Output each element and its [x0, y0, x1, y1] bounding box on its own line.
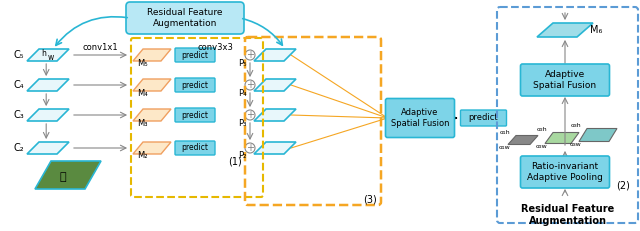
Polygon shape	[545, 133, 579, 143]
FancyBboxPatch shape	[175, 78, 215, 92]
Text: +: +	[246, 50, 254, 60]
Circle shape	[245, 143, 255, 153]
Text: 🐾: 🐾	[60, 172, 67, 182]
Text: predict: predict	[182, 110, 209, 119]
Text: C₃: C₃	[13, 110, 24, 120]
Text: α₃h: α₃h	[570, 123, 581, 128]
Polygon shape	[133, 79, 171, 91]
Text: M₆: M₆	[590, 25, 602, 35]
Polygon shape	[254, 142, 296, 154]
FancyBboxPatch shape	[175, 48, 215, 62]
Text: conv3x3: conv3x3	[197, 43, 233, 52]
FancyBboxPatch shape	[520, 64, 609, 96]
Text: C₄: C₄	[13, 80, 24, 90]
Text: P₂: P₂	[238, 152, 246, 161]
Polygon shape	[27, 142, 69, 154]
Polygon shape	[254, 109, 296, 121]
FancyBboxPatch shape	[175, 141, 215, 155]
Polygon shape	[27, 109, 69, 121]
Text: (3): (3)	[363, 195, 377, 205]
Polygon shape	[254, 79, 296, 91]
Polygon shape	[27, 79, 69, 91]
Polygon shape	[537, 23, 593, 37]
Text: Residual Feature
Augmentation: Residual Feature Augmentation	[521, 204, 614, 226]
Text: Adaptive
Spatial Fusion: Adaptive Spatial Fusion	[533, 70, 596, 90]
Text: Ratio-invariant
Adaptive Pooling: Ratio-invariant Adaptive Pooling	[527, 162, 603, 182]
Polygon shape	[254, 49, 296, 61]
Text: (1): (1)	[228, 157, 242, 167]
Text: M₅: M₅	[137, 58, 147, 67]
Text: (2): (2)	[616, 180, 630, 190]
Text: α₃w: α₃w	[569, 142, 581, 147]
Polygon shape	[133, 142, 171, 154]
Text: Residual Feature
Augmentation: Residual Feature Augmentation	[147, 8, 223, 28]
Text: predict: predict	[182, 143, 209, 152]
Circle shape	[245, 50, 255, 60]
Text: α₂h: α₂h	[536, 127, 547, 132]
Text: α₂w: α₂w	[535, 144, 547, 149]
Text: M₄: M₄	[136, 88, 147, 97]
Text: +: +	[246, 110, 254, 120]
Text: C₂: C₂	[13, 143, 24, 153]
Text: α₁w: α₁w	[499, 145, 510, 150]
Polygon shape	[133, 49, 171, 61]
Polygon shape	[133, 109, 171, 121]
Text: α₁h: α₁h	[499, 130, 510, 135]
Circle shape	[245, 80, 255, 90]
Text: +: +	[246, 80, 254, 90]
Text: predict: predict	[182, 51, 209, 60]
Text: P₃: P₃	[238, 119, 246, 128]
Polygon shape	[579, 128, 617, 142]
Polygon shape	[508, 136, 538, 145]
Text: predict: predict	[468, 113, 499, 122]
FancyBboxPatch shape	[126, 2, 244, 34]
Text: P₄: P₄	[237, 88, 246, 97]
Text: h: h	[42, 49, 47, 58]
FancyBboxPatch shape	[520, 156, 609, 188]
Text: w: w	[48, 54, 54, 63]
FancyBboxPatch shape	[385, 98, 454, 137]
Text: Adaptive
Spatial Fusion: Adaptive Spatial Fusion	[391, 108, 449, 128]
Text: P₅: P₅	[237, 58, 246, 67]
Text: M₃: M₃	[137, 119, 147, 128]
Text: predict: predict	[182, 80, 209, 89]
Circle shape	[245, 110, 255, 120]
Polygon shape	[35, 161, 101, 189]
Polygon shape	[27, 49, 69, 61]
Text: conv1x1: conv1x1	[82, 43, 118, 52]
Text: C₅: C₅	[13, 50, 24, 60]
FancyBboxPatch shape	[175, 108, 215, 122]
Text: +: +	[246, 143, 254, 153]
FancyBboxPatch shape	[461, 110, 506, 126]
Text: M₂: M₂	[137, 152, 147, 161]
